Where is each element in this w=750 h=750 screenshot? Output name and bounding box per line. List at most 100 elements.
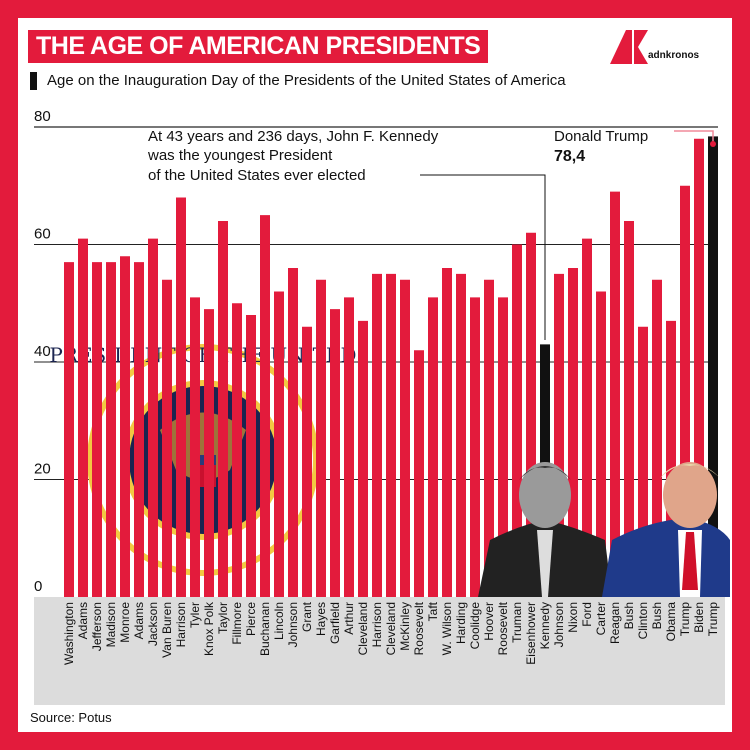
trump-annotation-value: 78,4 [554,148,585,165]
x-tick-label: Bush [622,602,636,629]
x-tick-label: Jefferson [90,602,104,651]
x-tick-label: Trump [678,602,692,637]
bar-fillmore [232,303,242,597]
x-tick-label: Roosevelt [412,601,426,655]
bar-truman [512,244,522,597]
kennedy-annotation-line-3: of the United States ever elected [148,167,366,184]
x-tick-label: Cleveland [356,602,370,655]
x-tick-label: Taylor [216,602,230,634]
x-tick-label: Buchanan [258,602,272,656]
x-tick-label: Adams [132,602,146,639]
label-band [34,597,725,705]
bar-trump [708,136,718,597]
x-tick-label: Garfield [328,602,342,644]
y-tick-label: 80 [34,108,51,125]
x-tick-label: Reagan [608,602,622,644]
y-tick-label: 0 [34,578,42,595]
kennedy-portrait [478,462,612,597]
adnkronos-logo [610,30,648,64]
x-tick-label: Biden [692,602,706,633]
x-tick-label: Grant [300,601,314,632]
x-tick-label: Cleveland [384,602,398,655]
bar-ford [582,238,592,597]
x-tick-label: W. Wilson [440,602,454,655]
bar-madison [106,262,116,597]
y-tick-label: 60 [34,226,51,243]
bar-obama [666,320,676,597]
trump-annotation-name: Donald Trump [554,128,648,145]
x-tick-label: Obama [664,602,678,642]
bar-arthur [344,297,354,597]
x-tick-label: Bush [650,602,664,629]
x-tick-label: Arthur [342,602,356,635]
x-tick-label: Nixon [566,602,580,633]
bar-harrison [176,197,186,597]
bar-taft [428,297,438,597]
bar-jefferson [92,262,102,597]
bar-jackson [148,238,158,597]
bar-van-buren [162,279,172,597]
bar-harrison [372,273,382,597]
x-tick-label: Taft [426,601,440,621]
bar-pierce [246,315,256,597]
x-tick-label: Harding [454,602,468,644]
bar-cleveland [358,320,368,597]
bar-bush [624,221,634,597]
bar-bush [652,279,662,597]
x-tick-label: Hoover [482,602,496,641]
x-tick-label: McKinley [398,602,412,651]
x-tick-label: Ford [580,602,594,627]
x-tick-label: Harrison [174,602,188,647]
x-tick-label: Pierce [244,602,258,636]
x-tick-label: Johnson [286,602,300,647]
x-tick-label: Fillmore [230,602,244,645]
bar-carter [596,291,606,597]
x-tick-label: Jackson [146,602,160,646]
bar-grant [302,326,312,597]
x-tick-label: Trump [706,602,720,637]
x-tick-label: Madison [104,602,118,647]
x-tick-label: Coolidge [468,602,482,650]
bar-w-wilson [442,268,452,597]
bar-johnson [288,268,298,597]
x-tick-label: Washington [62,602,76,665]
y-tick-label: 20 [34,461,51,478]
x-tick-label: Hayes [314,602,328,636]
bar-knox-polk [204,309,214,597]
bar-buchanan [260,215,270,597]
bar-coolidge [470,297,480,597]
bar-harding [456,273,466,597]
bar-hayes [316,279,326,597]
x-tick-label: Truman [510,602,524,643]
logo-text: adnkronos [648,50,700,61]
bar-adams [78,238,88,597]
bar-tyler [190,297,200,597]
bar-roosevelt [498,297,508,597]
bar-reagan [610,191,620,597]
x-tick-label: Eisenhower [524,602,538,665]
kennedy-annotation-line-1: At 43 years and 236 days, John F. Kenned… [148,128,439,145]
kennedy-annotation-line-2: was the youngest President [147,147,333,164]
y-tick-label: 40 [34,343,51,360]
bar-lincoln [274,291,284,597]
bar-monroe [120,256,130,597]
bar-nixon [568,268,578,597]
bar-washington [64,262,74,597]
x-tick-label: Tyler [188,602,202,628]
x-tick-label: Lincoln [272,602,286,640]
bar-trump [680,185,690,597]
bar-roosevelt [414,350,424,597]
chart-subtitle: Age on the Inauguration Day of the Presi… [30,72,566,90]
x-tick-label: Roosevelt [496,601,510,655]
x-tick-label: Van Buren [160,602,174,658]
x-tick-label: Adams [76,602,90,639]
bar-adams [134,262,144,597]
trump-marker [710,141,716,147]
x-tick-label: Johnson [552,602,566,647]
trump-leader-line [674,130,714,144]
bar-johnson [554,273,564,597]
bar-hoover [484,279,494,597]
x-tick-label: Knox Polk [202,601,216,656]
trump-portrait [602,462,730,597]
x-tick-label: Harrison [370,602,384,647]
